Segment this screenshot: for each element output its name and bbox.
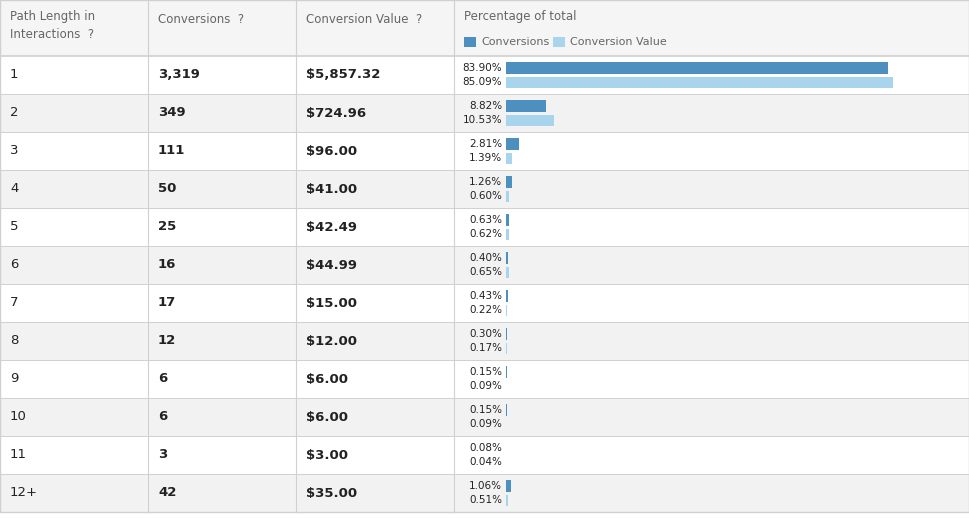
Text: 0.51%: 0.51% — [469, 495, 502, 505]
Text: $41.00: $41.00 — [306, 183, 358, 196]
Text: 7: 7 — [10, 296, 18, 309]
Text: 0.43%: 0.43% — [469, 291, 502, 301]
Text: 0.40%: 0.40% — [469, 253, 502, 263]
Text: 1.06%: 1.06% — [469, 481, 502, 491]
Text: 8.82%: 8.82% — [469, 101, 502, 111]
Bar — [506, 100, 547, 111]
Bar — [464, 37, 476, 47]
Text: 10.53%: 10.53% — [462, 115, 502, 125]
Text: 10: 10 — [10, 410, 27, 423]
Text: $15.00: $15.00 — [306, 296, 357, 309]
Text: 0.62%: 0.62% — [469, 229, 502, 239]
Text: 4: 4 — [10, 183, 18, 196]
Text: 11: 11 — [10, 448, 27, 462]
Text: 0.22%: 0.22% — [469, 305, 502, 315]
Bar — [506, 495, 509, 506]
Bar — [506, 266, 509, 278]
Bar — [0, 208, 969, 246]
Text: Percentage of total: Percentage of total — [464, 10, 577, 23]
Bar — [506, 328, 508, 340]
Text: $96.00: $96.00 — [306, 145, 358, 158]
Bar — [506, 114, 554, 126]
Text: Conversion Value  ?: Conversion Value ? — [306, 13, 422, 26]
Text: $5,857.32: $5,857.32 — [306, 69, 381, 82]
Bar — [0, 436, 969, 474]
Text: 2.81%: 2.81% — [469, 139, 502, 149]
Text: 6: 6 — [158, 410, 168, 423]
Text: $3.00: $3.00 — [306, 448, 348, 462]
Bar — [0, 322, 969, 360]
Text: 111: 111 — [158, 145, 185, 158]
Bar — [0, 56, 969, 94]
Text: 85.09%: 85.09% — [462, 77, 502, 87]
Text: 1.26%: 1.26% — [469, 177, 502, 187]
Text: $44.99: $44.99 — [306, 258, 357, 271]
Bar — [506, 305, 507, 316]
Bar — [506, 190, 509, 202]
Text: $42.49: $42.49 — [306, 220, 357, 233]
Text: 17: 17 — [158, 296, 176, 309]
Text: 3,319: 3,319 — [158, 69, 200, 82]
Bar — [0, 360, 969, 398]
Bar — [0, 94, 969, 132]
Bar — [0, 246, 969, 284]
Text: 0.09%: 0.09% — [469, 419, 502, 429]
Bar — [506, 62, 888, 73]
Bar — [0, 0, 969, 56]
Text: 3: 3 — [158, 448, 168, 462]
Text: 1.39%: 1.39% — [469, 153, 502, 163]
Text: 2: 2 — [10, 107, 18, 120]
Text: 50: 50 — [158, 183, 176, 196]
Text: 25: 25 — [158, 220, 176, 233]
Text: 6: 6 — [158, 372, 168, 385]
Text: 5: 5 — [10, 220, 18, 233]
Bar — [506, 176, 512, 188]
Text: $724.96: $724.96 — [306, 107, 366, 120]
Bar — [0, 132, 969, 170]
Text: 6: 6 — [10, 258, 18, 271]
Bar — [0, 398, 969, 436]
Text: $6.00: $6.00 — [306, 372, 348, 385]
Bar — [506, 152, 513, 164]
Text: $6.00: $6.00 — [306, 410, 348, 423]
Text: 0.65%: 0.65% — [469, 267, 502, 277]
Text: Path Length in
Interactions  ?: Path Length in Interactions ? — [10, 10, 95, 41]
Text: 0.60%: 0.60% — [469, 191, 502, 201]
Text: Conversion Value: Conversion Value — [570, 37, 667, 47]
Text: 83.90%: 83.90% — [462, 63, 502, 73]
Text: 0.08%: 0.08% — [469, 443, 502, 453]
Text: 42: 42 — [158, 487, 176, 500]
Text: Conversions: Conversions — [481, 37, 549, 47]
Text: 12+: 12+ — [10, 487, 38, 500]
Text: 16: 16 — [158, 258, 176, 271]
Text: 9: 9 — [10, 372, 18, 385]
Text: 8: 8 — [10, 334, 18, 347]
Bar — [506, 228, 509, 240]
Text: 12: 12 — [158, 334, 176, 347]
Text: Conversions  ?: Conversions ? — [158, 13, 244, 26]
Text: 0.15%: 0.15% — [469, 367, 502, 377]
Bar — [506, 214, 509, 226]
Text: 0.63%: 0.63% — [469, 215, 502, 225]
Text: 1: 1 — [10, 69, 18, 82]
Bar — [506, 252, 508, 264]
Bar — [506, 76, 893, 88]
Bar — [553, 37, 565, 47]
Text: 0.17%: 0.17% — [469, 343, 502, 353]
Text: 0.04%: 0.04% — [469, 457, 502, 467]
Text: $35.00: $35.00 — [306, 487, 358, 500]
Text: 0.09%: 0.09% — [469, 381, 502, 391]
Text: 0.30%: 0.30% — [469, 329, 502, 339]
Text: 349: 349 — [158, 107, 186, 120]
Bar — [0, 284, 969, 322]
Bar — [506, 290, 508, 302]
Bar — [0, 474, 969, 512]
Text: $12.00: $12.00 — [306, 334, 357, 347]
Bar — [506, 138, 518, 150]
Text: 0.15%: 0.15% — [469, 405, 502, 415]
Bar — [0, 170, 969, 208]
Bar — [506, 480, 511, 491]
Text: 3: 3 — [10, 145, 18, 158]
